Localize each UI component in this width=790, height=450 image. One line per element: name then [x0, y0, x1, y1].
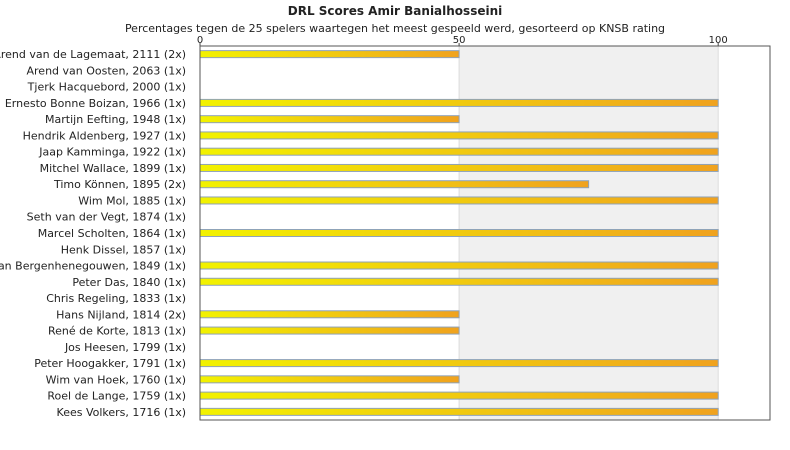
- category-label: Hans van Bergenhenegouwen, 1849 (1x): [0, 260, 186, 273]
- category-label: Hendrik Aldenberg, 1927 (1x): [23, 129, 186, 142]
- bar: [199, 407, 719, 416]
- category-label: Arend van de Lagemaat, 2111 (2x): [0, 48, 186, 61]
- x-axis-ticks: 0 50 100: [197, 35, 728, 46]
- category-label: Hans Nijland, 1814 (2x): [56, 308, 186, 321]
- category-label: Jos Heesen, 1799 (1x): [64, 341, 186, 354]
- plot-frame: [199, 45, 771, 421]
- category-label: Jaap Kamminga, 1922 (1x): [38, 146, 186, 159]
- bar: [199, 326, 460, 335]
- category-label: Wim van Hoek, 1760 (1x): [46, 373, 186, 386]
- category-label: Martijn Eefting, 1948 (1x): [45, 113, 186, 126]
- y-axis-labels: Arend van de Lagemaat, 2111 (2x) Arend va…: [0, 48, 186, 419]
- category-label: Kees Volkers, 1716 (1x): [57, 406, 186, 419]
- bar: [199, 261, 719, 270]
- category-label: Mitchel Wallace, 1899 (1x): [40, 162, 186, 175]
- category-label: Tjerk Hacquebord, 2000 (1x): [27, 81, 186, 94]
- x-tick-label: 50: [453, 35, 466, 46]
- bar: [199, 310, 460, 319]
- category-label: Chris Regeling, 1833 (1x): [46, 292, 186, 305]
- category-label: Timo Können, 1895 (2x): [53, 178, 186, 191]
- bar: [199, 50, 460, 59]
- bar: [199, 375, 460, 384]
- category-label: Arend van Oosten, 2063 (1x): [27, 64, 187, 77]
- chart-title: DRL Scores Amir Banialhosseini: [287, 4, 503, 18]
- category-label: René de Korte, 1813 (1x): [48, 325, 186, 338]
- bar: [199, 163, 719, 172]
- category-label: Peter Hoogakker, 1791 (1x): [34, 357, 186, 370]
- category-label: Marcel Scholten, 1864 (1x): [38, 227, 186, 240]
- bar: [199, 98, 719, 107]
- bar: [199, 115, 460, 124]
- bar: [199, 359, 719, 368]
- chart-subtitle: Percentages tegen de 25 spelers waartege…: [124, 22, 666, 35]
- bar: [199, 196, 719, 205]
- bars: [199, 50, 719, 416]
- category-label: Henk Dissel, 1857 (1x): [61, 243, 186, 256]
- bar: [199, 229, 719, 237]
- category-label: Peter Das, 1840 (1x): [72, 276, 186, 289]
- bar: [199, 277, 719, 286]
- category-label: Ernesto Bonne Boizan, 1966 (1x): [5, 97, 186, 110]
- x-tick-label: 0: [197, 35, 203, 46]
- category-label: Roel de Lange, 1759 (1x): [47, 390, 186, 403]
- plot-band: [718, 46, 770, 420]
- bar: [199, 391, 719, 400]
- bar: [199, 180, 590, 189]
- bar: [199, 131, 719, 140]
- category-label: Wim Mol, 1885 (1x): [78, 194, 186, 207]
- category-label: Seth van der Vegt, 1874 (1x): [27, 211, 186, 224]
- bar: [199, 147, 719, 156]
- x-tick-label: 100: [709, 35, 728, 46]
